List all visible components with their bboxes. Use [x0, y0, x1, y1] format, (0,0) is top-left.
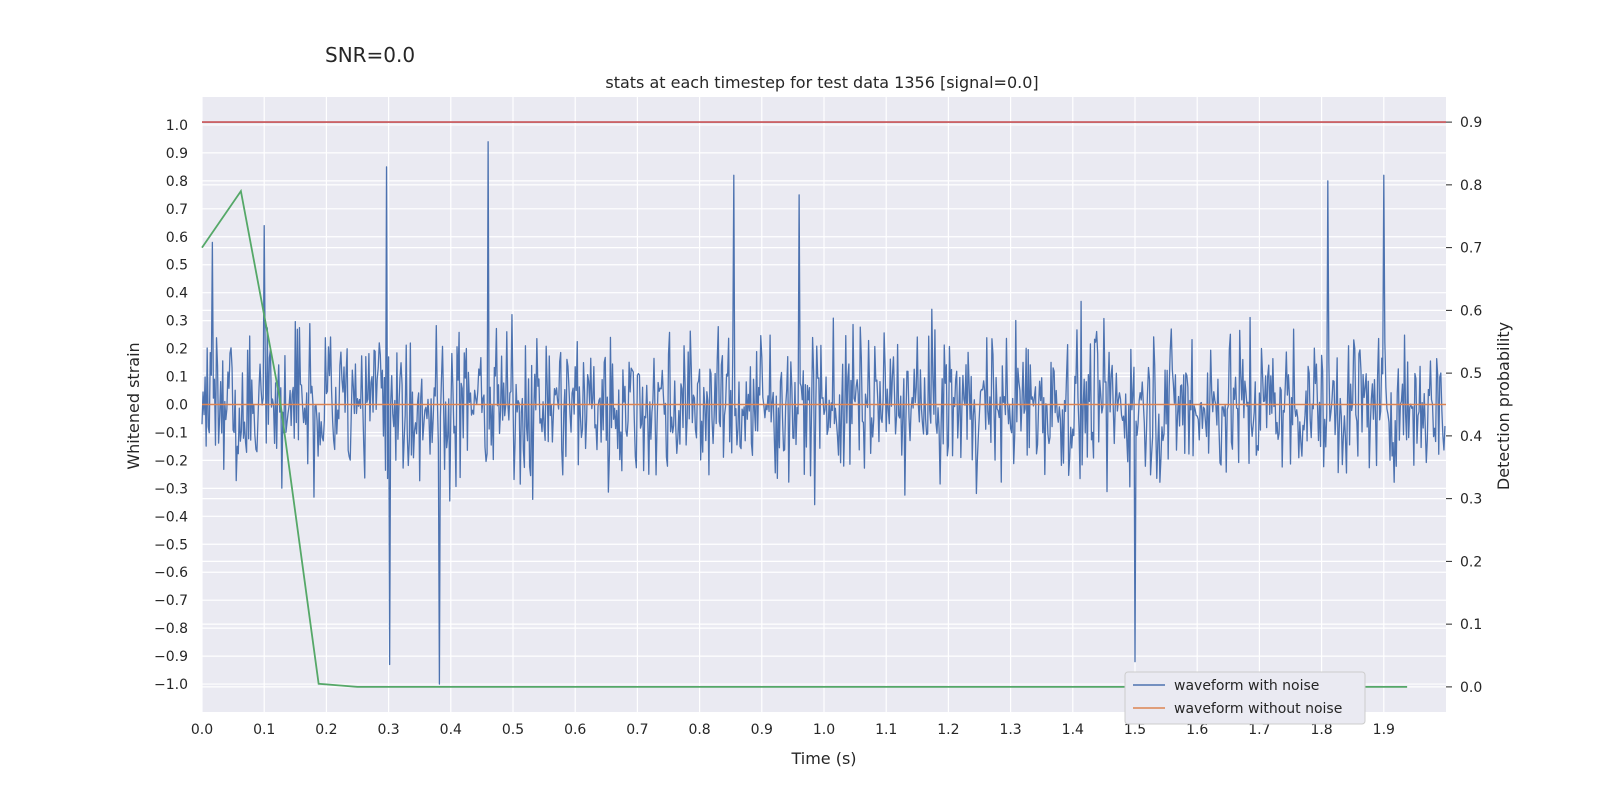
x-axis-label: Time (s): [790, 749, 856, 768]
y-right-tick-label: 0.7: [1460, 241, 1482, 257]
chart-suptitle: SNR=0.0: [325, 43, 415, 67]
x-tick-label: 0.7: [626, 722, 648, 738]
x-tick-label: 0.1: [253, 722, 275, 738]
y-right-tick-label: 0.6: [1460, 303, 1482, 319]
legend-entry-clean: waveform without noise: [1174, 701, 1342, 717]
y-tick-label: −0.6: [154, 565, 188, 581]
x-tick-label: 1.0: [813, 722, 835, 738]
x-tick-label: 0.3: [377, 722, 399, 738]
x-tick-label: 1.9: [1373, 722, 1395, 738]
y-tick-label: −0.1: [154, 425, 188, 441]
y-tick-label: −0.2: [154, 453, 188, 469]
y-tick-label: −1.0: [154, 677, 188, 693]
y-axis-label: Whitened strain: [124, 342, 143, 469]
y-axis-left: 1.0 0.9 0.8 0.7 0.6 0.5 0.4 0.3 0.2 0.1 0.0 −0.1 −0.…: [154, 118, 188, 693]
x-tick-label: 0.4: [440, 722, 462, 738]
x-axis: 0.0 0.1 0.2 0.3 0.4 0.5 0.6 0.7 0.8 0.9 1.0 1.1 1.2 1…: [191, 722, 1395, 738]
x-tick-label: 0.0: [191, 722, 213, 738]
x-tick-label: 1.1: [875, 722, 897, 738]
y-axis-right-label: Detection probability: [1494, 322, 1513, 490]
y-right-tick-label: 0.2: [1460, 554, 1482, 570]
y-tick-label: 0.5: [166, 258, 188, 274]
y-tick-label: 0.6: [166, 230, 188, 246]
y-right-tick-label: 0.1: [1460, 617, 1482, 633]
legend: waveform with noise waveform without noi…: [1124, 671, 1366, 725]
y-axis-right: 0.9 0.8 0.7 0.6 0.5 0.4 0.3 0.2 0.1 0.0: [1446, 115, 1482, 696]
y-tick-label: −0.9: [154, 649, 188, 665]
y-tick-label: 0.3: [166, 314, 188, 330]
x-tick-label: 0.5: [502, 722, 524, 738]
y-right-tick-label: 0.5: [1460, 366, 1482, 382]
y-right-tick-label: 0.8: [1460, 178, 1482, 194]
chart-title: stats at each timestep for test data 135…: [605, 73, 1038, 92]
y-right-tick-label: 0.4: [1460, 429, 1482, 445]
x-tick-label: 1.5: [1124, 722, 1146, 738]
x-tick-label: 0.8: [688, 722, 710, 738]
noise-series: [201, 141, 1446, 685]
x-tick-label: 1.2: [937, 722, 959, 738]
y-tick-label: −0.3: [154, 481, 188, 497]
x-tick-label: 1.4: [1062, 722, 1084, 738]
noise-line: [201, 141, 1446, 685]
y-tick-label: 0.4: [166, 286, 188, 302]
y-tick-label: 0.1: [166, 370, 188, 386]
y-right-tick-label: 0.9: [1460, 115, 1482, 131]
x-tick-label: 0.6: [564, 722, 586, 738]
y-tick-label: 0.2: [166, 342, 188, 358]
y-tick-label: 0.8: [166, 174, 188, 190]
x-tick-label: 1.8: [1310, 722, 1332, 738]
y-right-tick-label: 0.3: [1460, 492, 1482, 508]
y-tick-label: 1.0: [166, 118, 188, 134]
y-tick-label: 0.0: [166, 398, 188, 414]
y-tick-label: 0.9: [166, 146, 188, 162]
y-tick-label: −0.8: [154, 621, 188, 637]
x-tick-label: 1.6: [1186, 722, 1208, 738]
y-tick-label: 0.7: [166, 202, 188, 218]
x-tick-label: 1.3: [999, 722, 1021, 738]
x-tick-label: 0.2: [315, 722, 337, 738]
y-tick-label: −0.4: [154, 509, 188, 525]
legend-entry-noise: waveform with noise: [1174, 678, 1319, 694]
y-right-tick-label: 0.0: [1460, 680, 1482, 696]
x-tick-label: 0.9: [751, 722, 773, 738]
y-tick-label: −0.7: [154, 593, 188, 609]
y-tick-label: −0.5: [154, 537, 188, 553]
x-tick-label: 1.7: [1248, 722, 1270, 738]
legend-box: [1124, 671, 1366, 725]
